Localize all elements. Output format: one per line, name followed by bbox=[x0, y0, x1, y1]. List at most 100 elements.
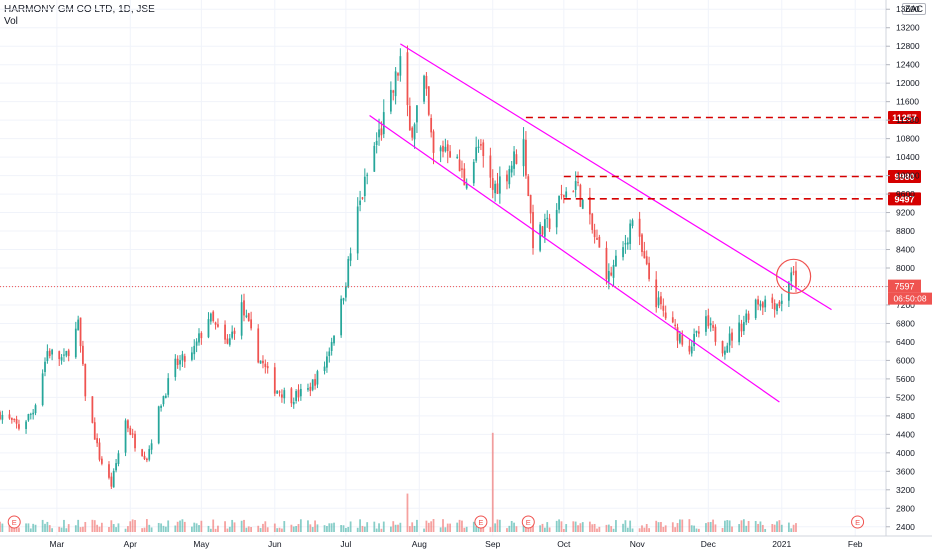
candle-body bbox=[425, 75, 428, 89]
candle-body bbox=[693, 333, 696, 347]
candle-body bbox=[307, 388, 309, 390]
candle-body bbox=[273, 367, 276, 394]
candle-body bbox=[179, 360, 181, 365]
candle-body bbox=[34, 405, 37, 414]
candle-body bbox=[529, 194, 532, 214]
volume-bar bbox=[740, 520, 743, 532]
candle-body bbox=[525, 139, 527, 176]
candle-body bbox=[0, 412, 1, 420]
volume-bar bbox=[129, 521, 132, 532]
candle-body bbox=[555, 209, 558, 228]
y-tick-label: 13200 bbox=[896, 23, 920, 33]
candle-body bbox=[581, 199, 584, 209]
volume-bar bbox=[342, 525, 345, 532]
volume-bar bbox=[46, 521, 49, 532]
volume-bar bbox=[44, 523, 46, 532]
volume-bar bbox=[714, 524, 717, 532]
candles bbox=[0, 45, 797, 489]
candle-body bbox=[456, 156, 459, 159]
volume-bar bbox=[555, 520, 558, 532]
countdown-box bbox=[888, 292, 932, 305]
candle-body bbox=[548, 218, 551, 230]
candle-body bbox=[543, 219, 546, 237]
volume-bar bbox=[247, 526, 250, 532]
volume-bar bbox=[240, 520, 243, 532]
candle-body bbox=[309, 386, 312, 392]
volume-bar bbox=[389, 526, 392, 532]
candle-body bbox=[127, 420, 129, 429]
grid bbox=[0, 0, 886, 536]
candle-body bbox=[787, 282, 790, 301]
candle-body bbox=[724, 350, 726, 355]
volume-bar bbox=[546, 522, 549, 532]
candle-body bbox=[74, 328, 77, 358]
candle-body bbox=[631, 220, 634, 226]
candle-body bbox=[574, 181, 577, 190]
volume-bar bbox=[65, 528, 68, 532]
candle-body bbox=[340, 298, 343, 336]
candle-body bbox=[626, 242, 629, 245]
volume-bar bbox=[525, 524, 527, 532]
candle-body bbox=[98, 442, 101, 460]
volume-bar bbox=[607, 524, 610, 532]
candle-body bbox=[167, 378, 170, 395]
y-tick-label: 12800 bbox=[896, 41, 920, 51]
volume-bar bbox=[307, 520, 309, 532]
volume-bar bbox=[164, 526, 167, 532]
candle-body bbox=[776, 304, 778, 312]
candle-body bbox=[299, 388, 302, 397]
y-tick-label: 8000 bbox=[896, 263, 915, 273]
volume-bar bbox=[508, 525, 511, 532]
currency-badge[interactable]: ZAC bbox=[902, 3, 926, 15]
candle-body bbox=[612, 265, 615, 278]
candle-body bbox=[496, 183, 499, 194]
candle-body bbox=[480, 144, 482, 146]
candle-body bbox=[100, 458, 103, 464]
volume-bar bbox=[693, 525, 696, 532]
candle-body bbox=[164, 395, 167, 398]
volume-bar bbox=[233, 522, 236, 532]
volume-bar bbox=[262, 523, 264, 532]
candle-body bbox=[475, 147, 478, 161]
candle-body bbox=[790, 272, 793, 282]
volume-bar bbox=[690, 525, 693, 532]
candle-body bbox=[375, 140, 378, 146]
volume-bar bbox=[183, 521, 186, 532]
candle-body bbox=[463, 168, 466, 186]
candle-body bbox=[316, 371, 319, 385]
volume-bar bbox=[643, 527, 646, 532]
volume-bar bbox=[648, 528, 650, 532]
volume-bar bbox=[728, 520, 731, 532]
volume-bars bbox=[0, 432, 797, 532]
y-tick-label: 5200 bbox=[896, 392, 915, 402]
candle-body bbox=[432, 131, 435, 153]
candle-body bbox=[347, 259, 350, 288]
y-tick-label: 6400 bbox=[896, 337, 915, 347]
volume-bar bbox=[10, 524, 13, 532]
candle-body bbox=[591, 213, 594, 230]
candle-body bbox=[262, 360, 264, 364]
volume-bar bbox=[605, 524, 608, 532]
volume-bar bbox=[548, 527, 551, 532]
volume-bar bbox=[63, 519, 65, 532]
candle-body bbox=[759, 303, 762, 307]
volume-bar bbox=[141, 528, 144, 532]
volume-bar bbox=[671, 522, 674, 532]
volume-bar bbox=[430, 521, 433, 532]
volume-bar bbox=[228, 526, 231, 532]
volume-bar bbox=[375, 528, 378, 532]
volume-bar bbox=[664, 525, 667, 532]
volume-bar bbox=[224, 521, 226, 532]
volume-bar bbox=[742, 519, 745, 532]
volume-bar bbox=[506, 528, 508, 532]
volume-bar bbox=[423, 528, 425, 532]
y-tick-label: 6800 bbox=[896, 318, 915, 328]
candle-body bbox=[747, 313, 750, 320]
candle-body bbox=[406, 52, 409, 106]
volume-bar bbox=[112, 524, 115, 532]
candle-body bbox=[657, 297, 660, 306]
volume-bar bbox=[41, 519, 44, 532]
candle-body bbox=[63, 354, 65, 356]
candle-body bbox=[541, 226, 544, 235]
